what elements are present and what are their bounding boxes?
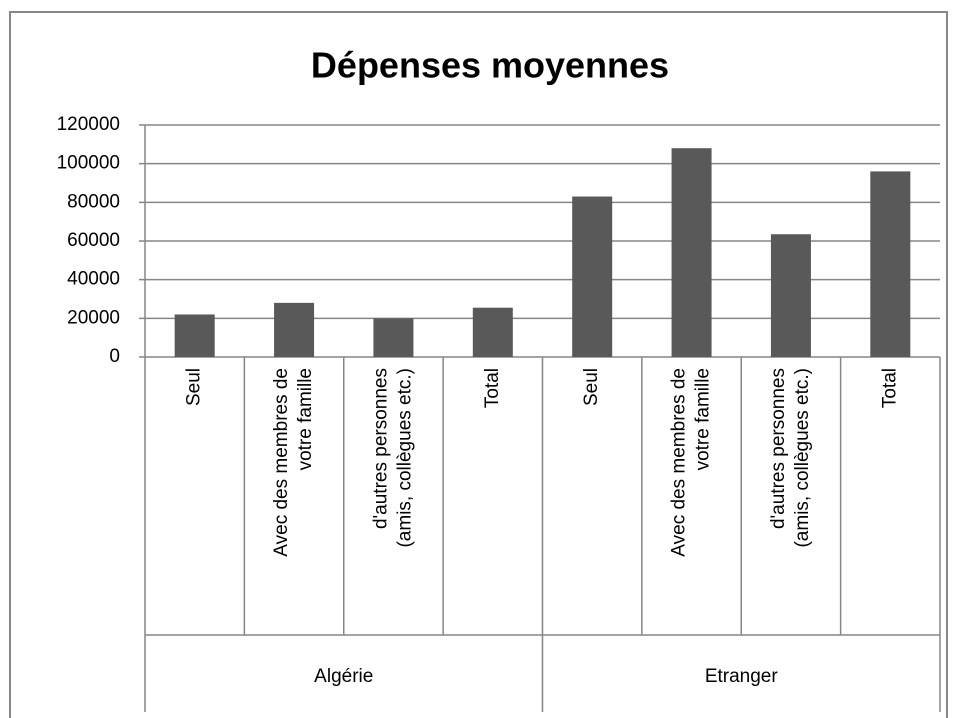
chart-title: Dépenses moyennes [311,45,669,86]
y-tick-label: 60000 [67,230,120,251]
group-label: Etranger [705,666,779,687]
group-label: Algérie [314,666,373,687]
y-tick-label: 40000 [67,269,120,290]
bar [174,314,215,357]
x-tick-label: Avec des membres de [669,368,690,557]
x-tick-label: Seul [184,368,205,406]
x-tick-label: (amis, collègues etc.) [792,368,813,548]
x-tick-label: Avec des membres de [271,368,292,557]
bar [770,234,811,357]
bar [572,196,613,357]
y-tick-label: 100000 [57,153,120,174]
x-tick-label: Total [879,368,900,408]
bar [373,318,414,357]
x-tick-label: votre famille [693,368,714,470]
y-tick-label: 20000 [67,307,120,328]
bar [870,171,911,357]
y-tick-label: 0 [109,346,120,367]
x-tick-label: Seul [581,368,602,406]
bar [671,148,712,357]
x-tick-label: votre famille [295,368,316,470]
bar [274,302,315,357]
x-tick-label: d'autres personnes [768,368,789,529]
x-tick-label: d'autres personnes [370,368,391,529]
chart-frame [9,11,948,718]
y-tick-label: 120000 [57,114,120,135]
x-tick-label: (amis, collègues etc.) [394,368,415,548]
y-tick-label: 80000 [67,191,120,212]
x-tick-label: Total [482,368,503,408]
bar [472,307,513,357]
